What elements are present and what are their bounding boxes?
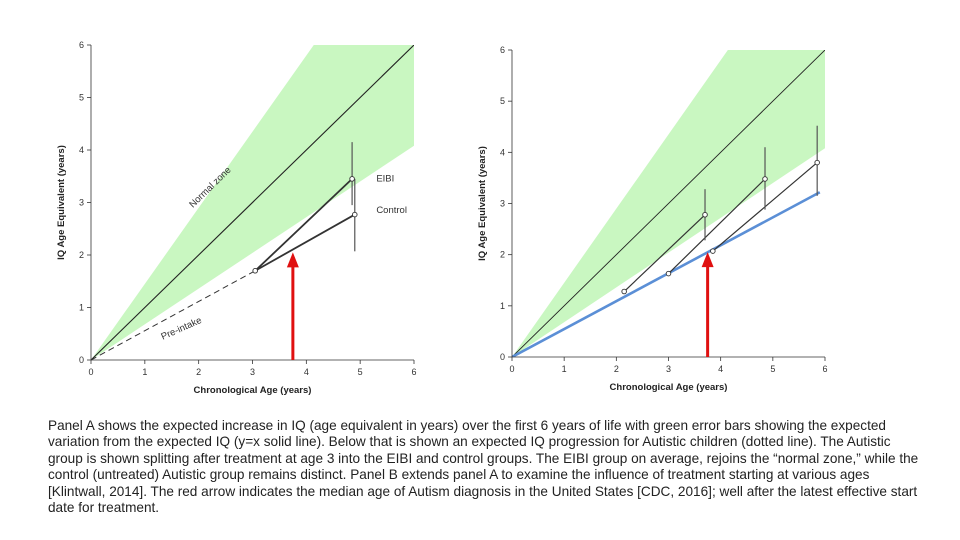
panel-b-chart: 0 1 2 3 4 5 6 0 1 2 3 4 5 6 Chronological Age (years) I… xyxy=(477,45,828,393)
y-axis-title: IQ Age Equivalent (years) xyxy=(477,146,488,261)
figure-caption: Panel A shows the expected increase in I… xyxy=(48,418,919,516)
pre-intake-line xyxy=(90,270,256,361)
y-tick-label: 0 xyxy=(500,352,505,362)
x-tick-label: 5 xyxy=(770,364,775,374)
identity-line xyxy=(91,45,414,360)
data-point xyxy=(665,270,672,277)
y-tick-label: 2 xyxy=(79,250,84,260)
y-tick-label: 5 xyxy=(79,93,84,103)
x-axis-title: Chronological Age (years) xyxy=(194,385,312,396)
series-line xyxy=(254,213,356,272)
data-point xyxy=(702,212,708,218)
y-tick-label: 4 xyxy=(79,145,84,155)
y-tick-label: 1 xyxy=(79,303,84,313)
data-point xyxy=(252,267,258,274)
data-point xyxy=(349,176,355,182)
x-tick-label: 4 xyxy=(718,364,723,374)
series-line xyxy=(668,178,766,275)
data-point xyxy=(352,211,358,218)
x-tick-label: 2 xyxy=(196,367,201,377)
x-tick-label: 0 xyxy=(509,364,514,374)
x-tick-label: 1 xyxy=(562,364,567,374)
series-line xyxy=(254,178,353,272)
identity-line xyxy=(512,50,825,357)
y-tick-label: 3 xyxy=(79,198,84,208)
x-tick-label: 6 xyxy=(822,364,827,374)
panel-a-chart: 0 1 2 3 4 5 6 0 1 2 3 4 5 6 Chronological Age (years) I… xyxy=(56,40,417,396)
y-tick-label: 5 xyxy=(500,96,505,106)
series-line xyxy=(623,214,706,292)
x-tick-label: 3 xyxy=(250,367,255,377)
data-point xyxy=(814,159,820,166)
red-arrow-head xyxy=(701,252,714,268)
x-tick-label: 0 xyxy=(88,367,93,377)
panel-a-plot-area xyxy=(91,45,414,360)
y-tick-label: 1 xyxy=(500,301,505,311)
x-tick-label: 1 xyxy=(142,367,147,377)
x-tick-label: 4 xyxy=(304,367,309,377)
data-point xyxy=(762,176,768,182)
x-tick-label: 6 xyxy=(411,367,416,377)
data-point xyxy=(710,248,716,254)
x-tick-label: 5 xyxy=(358,367,363,377)
y-axis-title: IQ Age Equivalent (years) xyxy=(56,145,67,260)
y-tick-label: 6 xyxy=(79,40,84,50)
y-tick-label: 6 xyxy=(500,45,505,55)
y-tick-label: 3 xyxy=(500,199,505,209)
y-tick-label: 2 xyxy=(500,250,505,260)
panel-b-plot-area xyxy=(512,50,825,357)
x-tick-label: 3 xyxy=(666,364,671,374)
x-tick-label: 2 xyxy=(614,364,619,374)
untreated-trend-line xyxy=(512,191,821,357)
annotation-label: Control xyxy=(376,205,407,216)
annotation-label: EIBI xyxy=(376,174,394,185)
x-axis-title: Chronological Age (years) xyxy=(610,382,728,393)
red-arrow-head xyxy=(286,252,299,268)
y-tick-label: 0 xyxy=(79,355,84,365)
y-tick-label: 4 xyxy=(500,147,505,157)
data-point xyxy=(621,288,627,295)
